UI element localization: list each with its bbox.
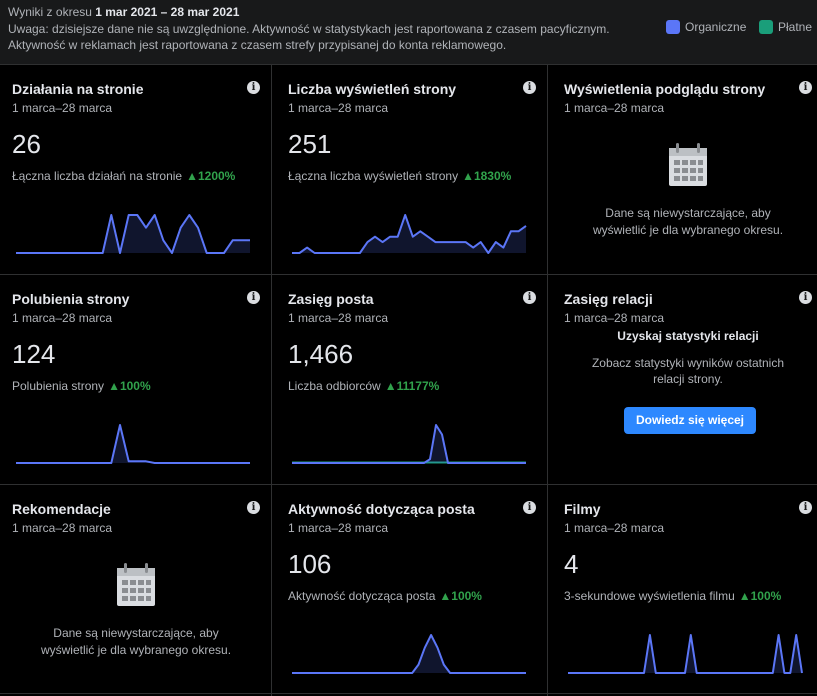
growth-badge: ▲11177% (384, 379, 440, 393)
growth-badge: ▲1200% (186, 169, 236, 183)
card-date: 1 marca–28 marca (288, 521, 389, 535)
sparkline (568, 634, 803, 674)
sparkline (292, 424, 526, 464)
card-date: 1 marca–28 marca (564, 311, 665, 325)
sparkline-series-line (292, 634, 526, 674)
sparkline-area (292, 425, 526, 463)
sparkline (292, 214, 527, 254)
card-title: Wyświetlenia podglądu strony (564, 81, 766, 97)
learn-more-button[interactable]: Dowiedz się więcej (624, 407, 756, 434)
card-title: Filmy (564, 501, 601, 517)
metric-value: 106 (288, 549, 332, 579)
calendar-icon (117, 563, 155, 606)
metric-value: 26 (12, 129, 41, 159)
no-data-message: Dane są niewystarczające, aby wyświetlić … (40, 626, 232, 657)
legend-organic: Organiczne (666, 20, 746, 34)
card-title: Aktywność dotycząca posta (288, 501, 475, 517)
card-date: 1 marca–28 marca (564, 101, 665, 115)
card-story-reach[interactable]: Zasięg relacji 1 marca–28 marca i Uzyska… (552, 275, 817, 483)
info-icon[interactable]: i (799, 291, 812, 304)
sparkline (292, 634, 526, 674)
card-title: Liczba wyświetleń strony (288, 81, 457, 97)
card-page-views[interactable]: Liczba wyświetleń strony 1 marca–28 marc… (276, 65, 548, 273)
sparkline-area (16, 215, 250, 253)
metric-label: Łączna liczba wyświetleń strony ▲1830% (288, 169, 512, 183)
sparkline-area (16, 425, 250, 463)
info-icon[interactable]: i (247, 501, 260, 514)
growth-badge: ▲100% (738, 589, 782, 603)
card-date: 1 marca–28 marca (288, 101, 389, 115)
sparkline-series-line (292, 214, 527, 254)
sparkline-series-line (16, 424, 250, 464)
card-post-engagement[interactable]: Aktywność dotycząca posta 1 marca–28 mar… (276, 485, 548, 693)
growth-badge: ▲1830% (462, 169, 512, 183)
metric-label: Łączna liczba działań na stronie ▲1200% (12, 169, 236, 183)
card-title: Zasięg posta (288, 291, 374, 307)
metric-label: Aktywność dotycząca posta ▲100% (288, 589, 482, 603)
info-icon[interactable]: i (799, 81, 812, 94)
card-title: Polubienia strony (12, 291, 130, 307)
info-icon[interactable]: i (247, 81, 260, 94)
info-icon[interactable]: i (523, 81, 536, 94)
info-icon[interactable]: i (247, 291, 260, 304)
organic-swatch (666, 20, 680, 34)
sparkline (16, 424, 250, 464)
legend-paid: Płatne (759, 20, 812, 34)
metric-value: 4 (564, 549, 579, 579)
metric-value: 124 (12, 339, 56, 369)
sparkline-area (292, 635, 526, 673)
card-page-previews[interactable]: Wyświetlenia podglądu strony 1 marca–28 … (552, 65, 817, 273)
info-icon[interactable]: i (799, 501, 812, 514)
card-title: Działania na stronie (12, 81, 144, 97)
metric-value: 251 (288, 129, 332, 159)
metric-label: Polubienia strony ▲100% (12, 379, 151, 393)
growth-badge: ▲100% (439, 589, 482, 603)
card-page-actions[interactable]: Działania na stronie 1 marca–28 marca i … (0, 65, 272, 273)
metric-value: 1,466 (288, 339, 354, 369)
card-date: 1 marca–28 marca (564, 521, 665, 535)
metric-label: Liczba odbiorców ▲11177% (288, 379, 440, 393)
card-page-likes[interactable]: Polubienia strony 1 marca–28 marca i 124… (0, 275, 272, 483)
metric-label: 3-sekundowe wyświetlenia filmu ▲100% (564, 589, 782, 603)
card-recommendations[interactable]: Rekomendacje 1 marca–28 marca i Dane są … (0, 485, 272, 693)
stories-heading: Uzyskaj statystyki relacji (617, 329, 759, 343)
info-icon[interactable]: i (523, 501, 536, 514)
card-post-reach[interactable]: Zasięg posta 1 marca–28 marca i 1,466 Li… (276, 275, 548, 483)
sparkline-series-line (568, 634, 803, 674)
paid-swatch (759, 20, 773, 34)
card-title: Rekomendacje (12, 501, 111, 517)
growth-badge: ▲100% (108, 379, 151, 393)
card-title: Zasięg relacji (564, 291, 653, 307)
note-line-2: Aktywność w reklamach jest raportowana z… (8, 38, 507, 52)
sparkline-area (292, 215, 526, 253)
note-line-1: Uwaga: dzisiejsze dane nie są uwzględnio… (8, 22, 610, 36)
calendar-icon (669, 143, 707, 186)
sparkline-series-line (16, 214, 250, 254)
report-header: Wyniki z okresu 1 mar 2021 – 28 mar 2021… (0, 0, 817, 64)
card-date: 1 marca–28 marca (288, 311, 389, 325)
card-date: 1 marca–28 marca (12, 101, 113, 115)
card-date: 1 marca–28 marca (12, 521, 113, 535)
sparkline (16, 214, 250, 254)
card-date: 1 marca–28 marca (12, 311, 113, 325)
sparkline-series-line (292, 424, 526, 464)
card-videos[interactable]: Filmy 1 marca–28 marca i 4 3-sekundowe w… (552, 485, 817, 693)
stories-description: Zobacz statystyki wyników ostatnich rela… (591, 356, 785, 386)
period-text: Wyniki z okresu 1 mar 2021 – 28 mar 2021 (8, 5, 240, 19)
no-data-message: Dane są niewystarczające, aby wyświetlić … (592, 206, 784, 237)
info-icon[interactable]: i (523, 291, 536, 304)
